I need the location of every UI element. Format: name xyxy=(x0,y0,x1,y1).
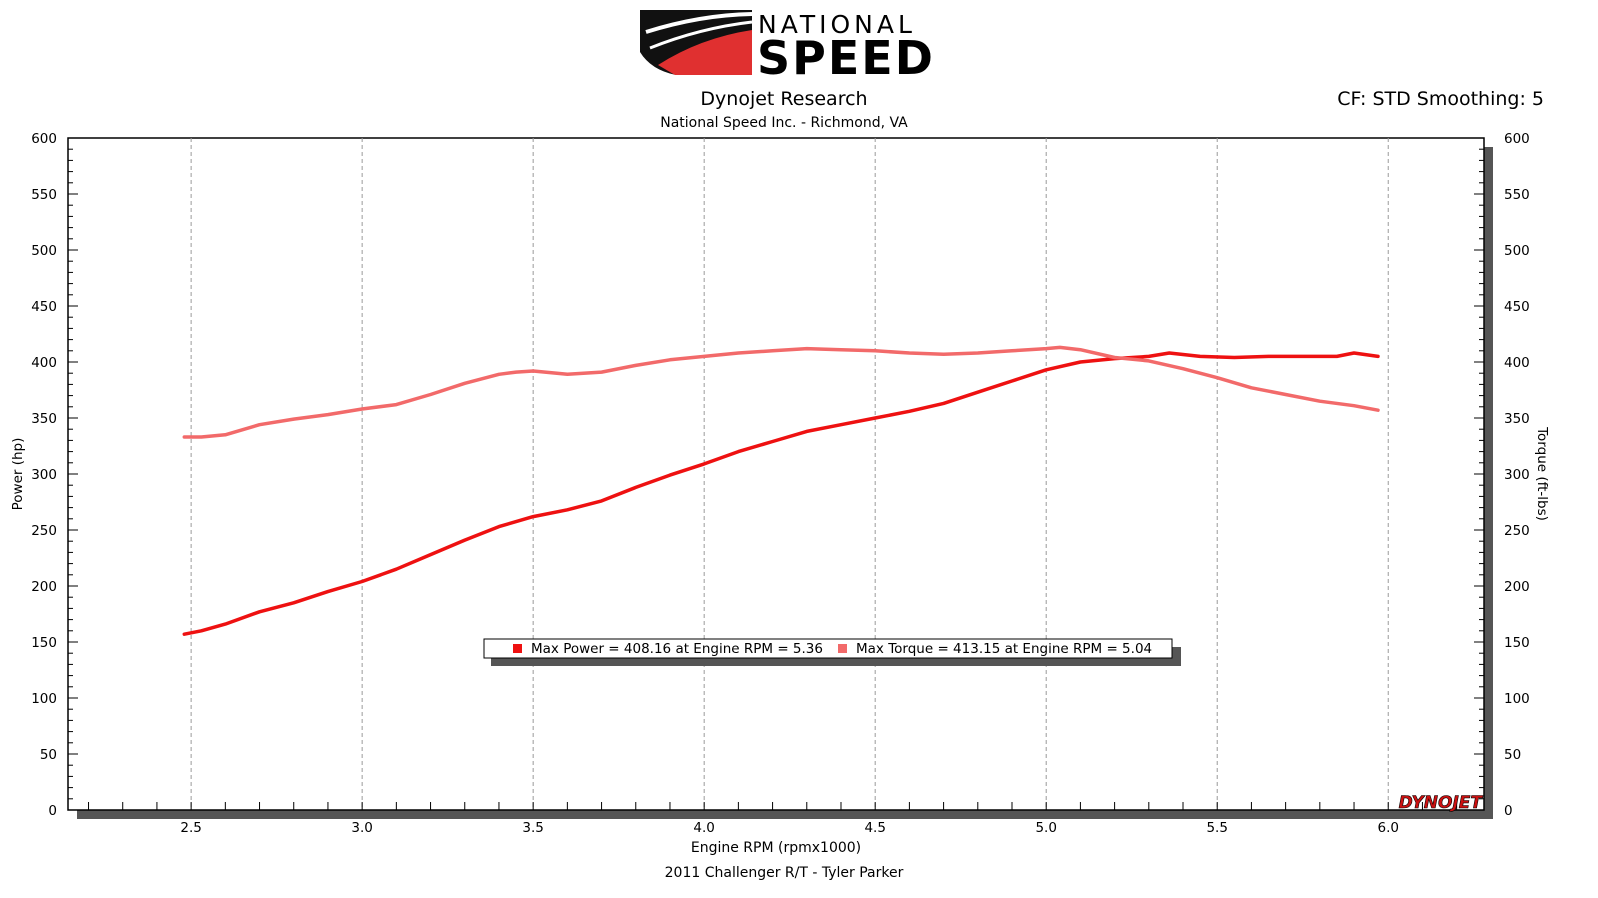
x-tick-label: 5.0 xyxy=(1035,820,1056,836)
y-tick-label: 500 xyxy=(31,243,57,259)
y2-tick-label: 300 xyxy=(1504,467,1530,483)
x-tick-label: 4.5 xyxy=(864,820,885,836)
y-tick-label: 50 xyxy=(40,747,57,763)
plot-area xyxy=(67,137,1485,811)
left-axis-labels: 0 50 100 150 200 250 300 350 400 450 500 550 600 xyxy=(31,131,57,819)
y2-tick-label: 500 xyxy=(1504,243,1530,259)
x-tick-label: 5.5 xyxy=(1206,820,1227,836)
legend-box xyxy=(483,638,1173,659)
y2-tick-label: 200 xyxy=(1504,579,1530,595)
y2-tick-label: 50 xyxy=(1504,747,1521,763)
y2-tick-label: 250 xyxy=(1504,523,1530,539)
legend-power-swatch xyxy=(513,644,522,653)
y-tick-label: 0 xyxy=(48,803,57,819)
x-tick-label: 3.5 xyxy=(522,820,543,836)
national-speed-logo: NATIONAL SPEED xyxy=(640,10,935,85)
y-tick-label: 300 xyxy=(31,467,57,483)
grid xyxy=(190,138,1389,810)
y2-tick-label: 550 xyxy=(1504,187,1530,203)
y2-tick-label: 100 xyxy=(1504,691,1530,707)
y-tick-label: 400 xyxy=(31,355,57,371)
y-axis-title: Power (hp) xyxy=(10,438,26,511)
legend-torque-label: Max Torque = 413.15 at Engine RPM = 5.04 xyxy=(856,641,1152,657)
torque-series-line xyxy=(182,345,1380,439)
y-tick-label: 550 xyxy=(31,187,57,203)
y-tick-label: 450 xyxy=(31,299,57,315)
x-tick-label: 3.0 xyxy=(351,820,372,836)
brand-bottom: SPEED xyxy=(757,31,935,85)
y-tick-label: 600 xyxy=(31,131,57,147)
power-series-line xyxy=(182,351,1380,636)
legend-torque-swatch xyxy=(838,644,847,653)
axis-ticks xyxy=(68,137,1484,811)
x-tick-label: 2.5 xyxy=(180,820,201,836)
y2-tick-label: 450 xyxy=(1504,299,1530,315)
y2-tick-label: 0 xyxy=(1504,803,1513,819)
y-tick-label: 100 xyxy=(31,691,57,707)
x-axis-title: Engine RPM (rpmx1000) xyxy=(691,840,861,856)
y2-axis-title: Torque (ft-lbs) xyxy=(1534,426,1550,521)
x-axis-labels: 2.5 3.0 3.5 4.0 4.5 5.0 5.5 6.0 xyxy=(180,820,1399,836)
y2-tick-label: 400 xyxy=(1504,355,1530,371)
chart-subtitle: National Speed Inc. - Richmond, VA xyxy=(660,115,908,131)
right-axis-labels: 0 50 100 150 200 250 300 350 400 450 500 550 600 xyxy=(1504,131,1530,819)
settings-text: CF: STD Smoothing: 5 xyxy=(1337,88,1544,110)
y-tick-label: 350 xyxy=(31,411,57,427)
dynojet-watermark: DYNOJET xyxy=(1399,793,1484,813)
y-tick-label: 250 xyxy=(31,523,57,539)
x-tick-label: 4.0 xyxy=(693,820,714,836)
brand-top: NATIONAL xyxy=(758,10,916,39)
chart-title: Dynojet Research xyxy=(700,88,867,110)
legend: Max Power = 408.16 at Engine RPM = 5.36 … xyxy=(483,638,1181,666)
legend-power-label: Max Power = 408.16 at Engine RPM = 5.36 xyxy=(531,641,823,657)
y2-tick-label: 600 xyxy=(1504,131,1530,147)
y-tick-label: 150 xyxy=(31,635,57,651)
y2-tick-label: 350 xyxy=(1504,411,1530,427)
y-tick-label: 200 xyxy=(31,579,57,595)
x-tick-label: 6.0 xyxy=(1377,820,1398,836)
run-label: 2011 Challenger R/T - Tyler Parker xyxy=(665,865,904,881)
y2-tick-label: 150 xyxy=(1504,635,1530,651)
